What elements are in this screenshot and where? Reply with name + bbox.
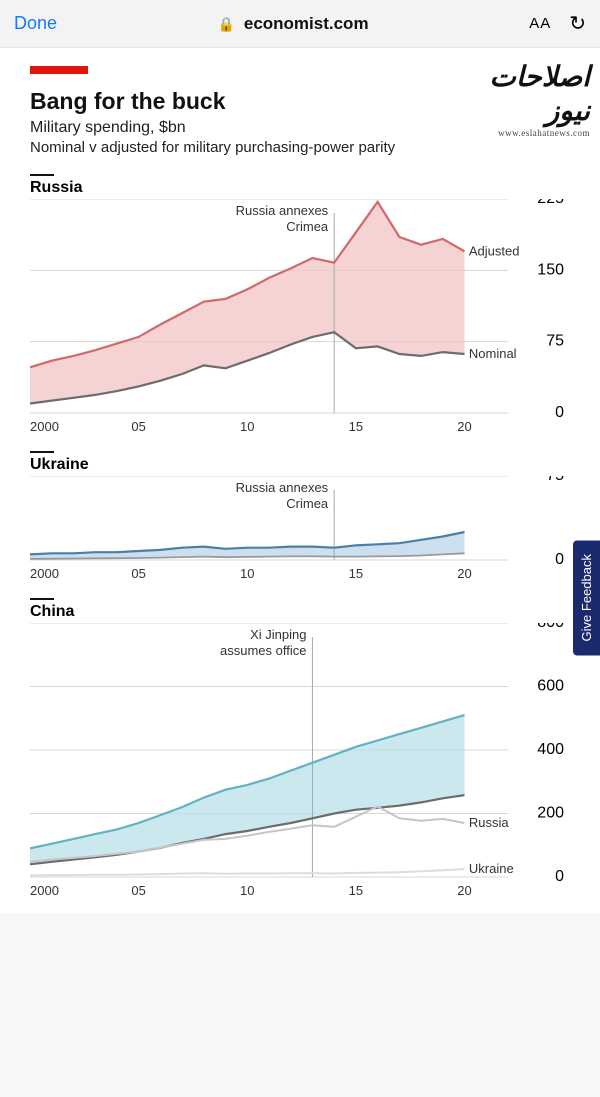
y-tick-label: 150 (537, 261, 564, 278)
annotation-label: Russia annexes Crimea (236, 203, 329, 234)
x-tick-label: 05 (131, 566, 145, 581)
browser-bar: Done 🔒 economist.com AA ↻ (0, 0, 600, 48)
series-label: Russia (469, 815, 510, 830)
svg-text:Russia annexes: Russia annexes (236, 480, 329, 495)
fill-area (30, 202, 465, 404)
x-tick-label: 15 (349, 419, 363, 434)
y-tick-label: 225 (537, 199, 564, 207)
panel-rule (30, 598, 54, 600)
y-tick-label: 600 (537, 678, 564, 695)
lock-icon: 🔒 (218, 16, 235, 32)
y-tick-label: 200 (537, 805, 564, 822)
url-display: 🔒 economist.com (57, 14, 529, 34)
svg-text:Russia annexes: Russia annexes (236, 203, 329, 218)
panel-title: Ukraine (30, 456, 586, 474)
annotation-label: Russia annexes Crimea (236, 480, 329, 511)
chart-svg: 0200400600800 Xi Jinping assumes office … (30, 623, 582, 903)
series-ukraine (30, 869, 465, 875)
fill-area (30, 715, 465, 864)
y-tick-label: 400 (537, 741, 564, 758)
fill-area (30, 532, 465, 559)
panel-ukraine: Ukraine 0 75 Russia annexes Crimea 2000 05 1… (30, 451, 586, 586)
y-tick-label: 0 (555, 868, 564, 885)
x-tick-label: 15 (349, 883, 363, 898)
panel-china: China 0 200 400 600 800 Xi Jinping assumes of… (30, 598, 586, 903)
x-tick-label: 20 (457, 419, 471, 434)
y-tick-label: 0 (555, 551, 564, 568)
series-label: Ukraine (469, 861, 514, 876)
panel-rule (30, 451, 54, 453)
text-size-button[interactable]: AA (529, 15, 551, 32)
series-label: Adjusted (469, 243, 520, 258)
article-body: Bang for the buck Military spending, $bn… (0, 48, 600, 913)
url-text: economist.com (244, 14, 369, 33)
x-tick-label: 05 (131, 883, 145, 898)
chart-svg: 0 75 150 225 Russia annexes Crimea Adjusted… (30, 199, 582, 439)
x-tick-label: 20 (457, 883, 471, 898)
x-tick-label: 15 (349, 566, 363, 581)
svg-text:Crimea: Crimea (286, 219, 329, 234)
y-tick-label: 0 (555, 404, 564, 421)
svg-text:Xi Jinping: Xi Jinping (250, 627, 306, 642)
svg-text:assumes office: assumes office (220, 643, 306, 658)
x-tick-label: 10 (240, 419, 254, 434)
x-tick-label: 20 (457, 566, 471, 581)
x-axis: 2000 05 10 15 20 (30, 566, 472, 581)
panel-rule (30, 174, 54, 176)
panel-title: China (30, 603, 586, 621)
x-tick-label: 10 (240, 566, 254, 581)
y-tick-label: 800 (537, 623, 564, 631)
chart-subsubtitle: Nominal v adjusted for military purchasi… (30, 139, 586, 156)
y-tick-label: 75 (546, 333, 564, 350)
panel-title: Russia (30, 179, 586, 197)
y-tick-label: 75 (546, 476, 564, 484)
done-button[interactable]: Done (14, 13, 57, 34)
panel-russia: Russia 0 75 150 225 Russia annexes Crimea Ad… (30, 174, 586, 439)
chart-svg: 0 75 Russia annexes Crimea 2000 05 10 15 20 (30, 476, 582, 586)
accent-bar (30, 66, 88, 74)
x-axis: 2000 05 10 15 20 (30, 883, 472, 898)
x-axis: 2000 05 10 15 20 (30, 419, 472, 434)
series-label: Nominal (469, 346, 517, 361)
chart-title: Bang for the buck (30, 88, 586, 115)
x-tick-label: 2000 (30, 419, 59, 434)
chart-subtitle: Military spending, $bn (30, 119, 586, 137)
x-tick-label: 2000 (30, 883, 59, 898)
x-tick-label: 10 (240, 883, 254, 898)
reload-icon[interactable]: ↻ (569, 11, 586, 36)
x-tick-label: 2000 (30, 566, 59, 581)
charts-container: Russia075150225 Russia annexes Crimea Ad… (30, 174, 586, 903)
x-tick-label: 05 (131, 419, 145, 434)
svg-text:Crimea: Crimea (286, 496, 329, 511)
annotation-label: Xi Jinping assumes office (220, 627, 306, 658)
feedback-tab[interactable]: Give Feedback (573, 540, 600, 655)
